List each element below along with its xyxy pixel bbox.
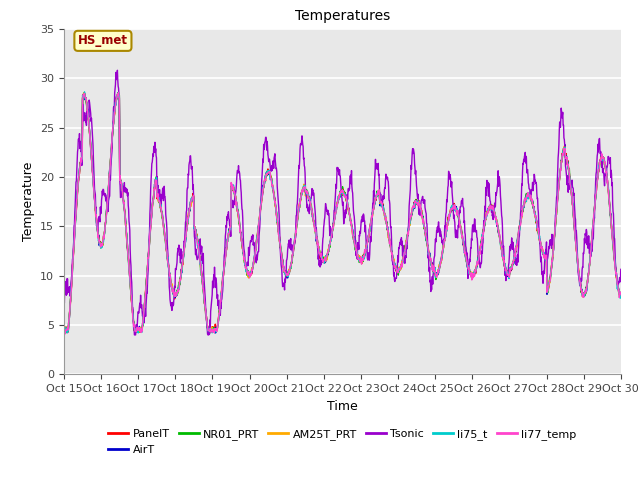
Tsonic — [131, 332, 138, 338]
li77_temp — [60, 327, 68, 333]
AM25T_PRT — [552, 222, 559, 228]
AirT — [184, 216, 192, 222]
li75_t — [81, 89, 88, 95]
Line: PanelT: PanelT — [64, 93, 621, 332]
li77_temp — [502, 267, 510, 273]
AirT — [247, 271, 255, 276]
li75_t — [502, 270, 510, 276]
Line: NR01_PRT: NR01_PRT — [64, 93, 621, 333]
li77_temp — [172, 289, 179, 295]
Tsonic — [113, 67, 121, 73]
NR01_PRT — [429, 264, 437, 270]
AM25T_PRT — [205, 330, 213, 336]
NR01_PRT — [61, 330, 69, 336]
X-axis label: Time: Time — [327, 400, 358, 413]
li75_t — [552, 223, 559, 229]
PanelT — [184, 214, 192, 220]
li75_t — [60, 324, 68, 330]
PanelT — [617, 290, 625, 296]
li75_t — [134, 330, 142, 336]
PanelT — [60, 327, 68, 333]
AirT — [211, 330, 219, 336]
li75_t — [172, 291, 179, 297]
NR01_PRT — [60, 329, 68, 335]
Tsonic — [429, 269, 437, 275]
NR01_PRT — [114, 90, 122, 96]
NR01_PRT — [172, 291, 179, 297]
AM25T_PRT — [60, 325, 68, 331]
li77_temp — [617, 289, 625, 295]
Text: HS_met: HS_met — [78, 35, 128, 48]
NR01_PRT — [185, 213, 193, 219]
Y-axis label: Temperature: Temperature — [22, 162, 35, 241]
AM25T_PRT — [502, 270, 510, 276]
li77_temp — [429, 264, 437, 269]
AM25T_PRT — [617, 292, 625, 298]
li75_t — [617, 293, 625, 299]
li77_temp — [61, 331, 69, 337]
Line: li77_temp: li77_temp — [64, 93, 621, 334]
Line: AirT: AirT — [64, 93, 621, 333]
Tsonic — [172, 285, 179, 290]
AirT — [429, 267, 437, 273]
Line: li75_t: li75_t — [64, 92, 621, 333]
PanelT — [247, 269, 255, 275]
Line: AM25T_PRT: AM25T_PRT — [64, 93, 621, 333]
NR01_PRT — [617, 289, 625, 295]
AirT — [171, 291, 179, 297]
AM25T_PRT — [171, 292, 179, 298]
li75_t — [429, 267, 437, 273]
NR01_PRT — [247, 270, 255, 276]
PanelT — [552, 221, 559, 227]
PanelT — [210, 329, 218, 335]
NR01_PRT — [552, 224, 559, 230]
PanelT — [502, 268, 510, 274]
AirT — [552, 221, 559, 227]
Tsonic — [247, 239, 255, 245]
AirT — [114, 90, 122, 96]
AirT — [502, 267, 510, 273]
Tsonic — [502, 269, 510, 275]
li75_t — [247, 270, 255, 276]
li77_temp — [115, 90, 122, 96]
Tsonic — [617, 266, 625, 272]
li77_temp — [552, 221, 559, 227]
AM25T_PRT — [429, 267, 437, 273]
PanelT — [115, 90, 122, 96]
AM25T_PRT — [184, 216, 192, 222]
AM25T_PRT — [80, 90, 88, 96]
PanelT — [171, 296, 179, 302]
li77_temp — [185, 213, 193, 219]
Tsonic — [60, 299, 68, 305]
li75_t — [185, 214, 193, 220]
Line: Tsonic: Tsonic — [64, 70, 621, 335]
Title: Temperatures: Temperatures — [295, 10, 390, 24]
li77_temp — [247, 272, 255, 278]
AM25T_PRT — [247, 273, 255, 278]
NR01_PRT — [502, 270, 510, 276]
PanelT — [429, 265, 437, 271]
Tsonic — [185, 172, 193, 178]
Tsonic — [552, 213, 559, 218]
AirT — [617, 293, 625, 299]
Legend: PanelT, AirT, NR01_PRT, AM25T_PRT, Tsonic, li75_t, li77_temp: PanelT, AirT, NR01_PRT, AM25T_PRT, Tsoni… — [104, 425, 581, 459]
AirT — [60, 327, 68, 333]
